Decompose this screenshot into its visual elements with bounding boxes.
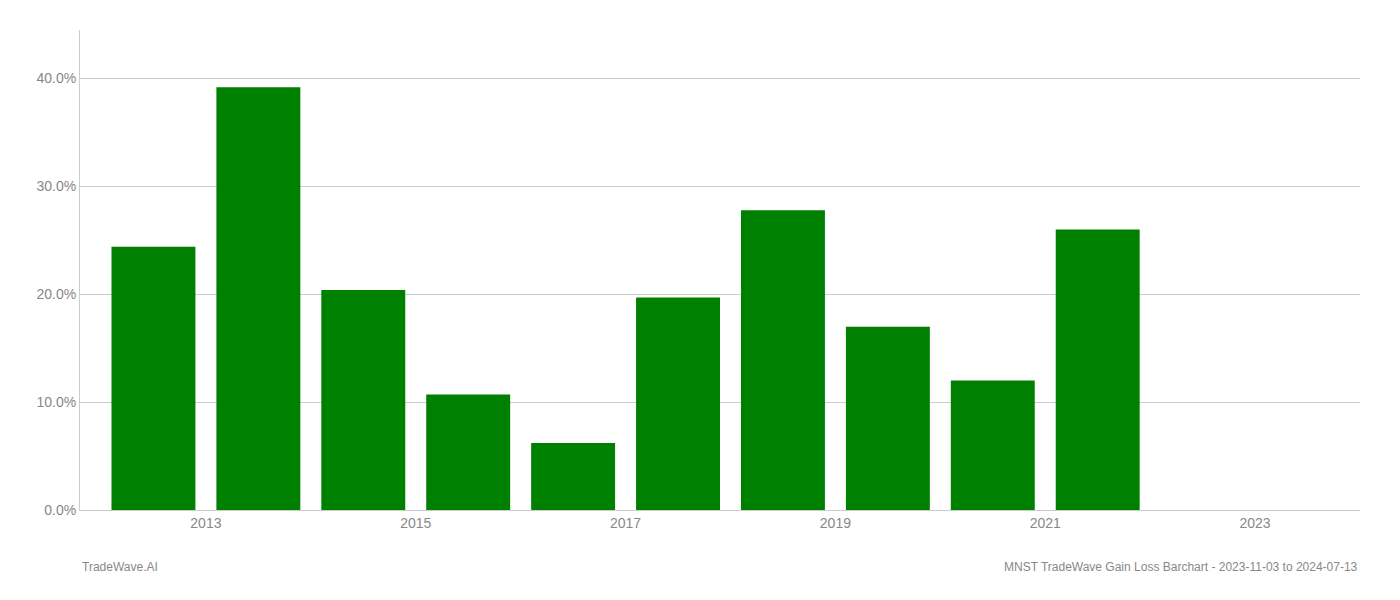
svg-text:30.0%: 30.0% <box>36 178 76 194</box>
svg-text:TradeWave.AI: TradeWave.AI <box>82 560 158 574</box>
svg-text:2023: 2023 <box>1240 515 1271 531</box>
svg-text:2015: 2015 <box>400 515 431 531</box>
svg-text:2019: 2019 <box>820 515 851 531</box>
svg-text:2013: 2013 <box>190 515 221 531</box>
svg-text:20.0%: 20.0% <box>36 286 76 302</box>
svg-text:MNST TradeWave Gain Loss Barch: MNST TradeWave Gain Loss Barchart - 2023… <box>1004 560 1358 574</box>
svg-text:2021: 2021 <box>1030 515 1061 531</box>
svg-text:2017: 2017 <box>610 515 641 531</box>
svg-text:40.0%: 40.0% <box>36 70 76 86</box>
svg-text:10.0%: 10.0% <box>36 394 76 410</box>
svg-text:0.0%: 0.0% <box>44 502 76 518</box>
